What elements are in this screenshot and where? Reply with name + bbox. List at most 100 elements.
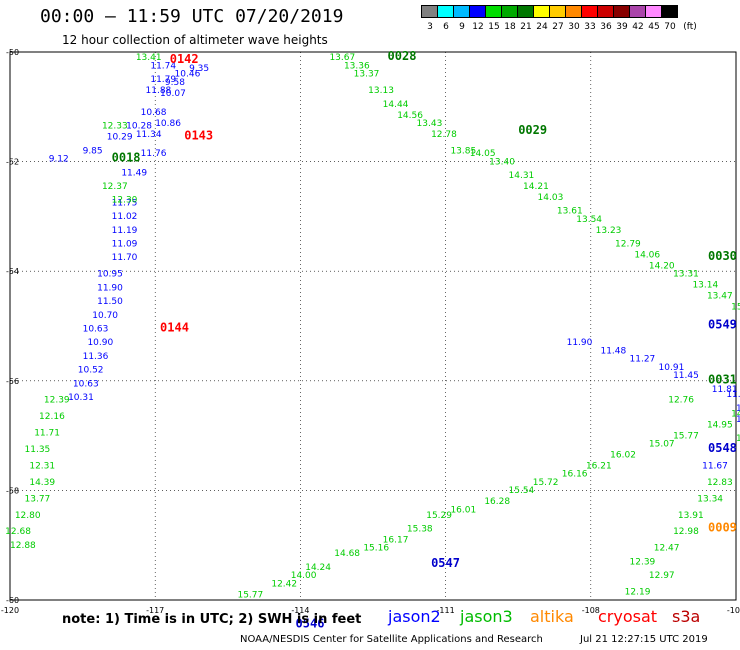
wave-height-point: 10.70 <box>92 311 118 321</box>
wave-height-point: 10.90 <box>87 338 113 348</box>
footnote: note: 1) Time is in UTC; 2) SWH is in fe… <box>62 612 362 627</box>
pass-time-label: 0009 <box>708 521 737 535</box>
scale-label: 45 <box>648 22 660 32</box>
pass-time-label: 0546 <box>296 616 325 630</box>
wave-height-point: 16.17 <box>383 535 409 545</box>
pass-time-label: 0030 <box>708 249 737 263</box>
wave-height-point: 14.24 <box>305 563 331 573</box>
wave-height-point: 16.21 <box>586 461 612 471</box>
pass-time-label: 0031 <box>708 373 737 387</box>
y-tick-label: -52 <box>6 158 19 167</box>
wave-height-point: 15.07 <box>649 440 675 450</box>
wave-height-point: 15.77 <box>673 431 699 441</box>
wave-height-point: 12.42 <box>271 579 297 589</box>
wave-height-point: 13.91 <box>678 511 704 521</box>
wave-height-point: 11.71 <box>34 429 60 439</box>
scale-label: 39 <box>616 22 628 32</box>
scale-label: 18 <box>504 22 516 32</box>
wave-height-point: 12.68 <box>5 527 31 537</box>
wave-height-point: 9.35 <box>189 64 209 74</box>
wave-height-point: 9.85 <box>83 146 103 156</box>
scale-label: 36 <box>600 22 612 32</box>
wave-height-point: 12.33 <box>102 122 128 132</box>
pass-time-label: 0142 <box>170 52 199 66</box>
pass-time-label: 0548 <box>708 441 737 455</box>
y-tick-label: -54 <box>6 267 19 276</box>
wave-height-point: 13.67 <box>329 53 355 63</box>
x-tick-label: -114 <box>291 606 309 615</box>
y-tick-label: -60 <box>6 596 19 605</box>
wave-height-point: 12.47 <box>654 544 680 554</box>
wave-height-point: 11.49 <box>121 168 147 178</box>
wave-height-point: 12.39 <box>630 557 656 567</box>
wave-height-point: 14.44 <box>383 100 409 110</box>
wave-height-point: 14.98 <box>731 409 740 419</box>
wave-height-point: 15.77 <box>237 590 263 600</box>
x-tick-label: -111 <box>437 606 455 615</box>
wave-height-point: 12.97 <box>649 571 675 581</box>
wave-height-point: 11.88 <box>146 86 172 96</box>
y-tick-label: -58 <box>6 486 19 495</box>
wave-height-point: 11.81 <box>712 385 738 395</box>
wave-height-point: 11.75 <box>112 198 138 208</box>
wave-height-point: 11.34 <box>136 130 162 140</box>
pass-time-label: 0547 <box>431 556 460 570</box>
wave-height-point: 12.83 <box>707 478 733 488</box>
wave-height-point: 16.02 <box>610 451 636 461</box>
wave-height-point: 10.63 <box>73 379 99 389</box>
scale-swatch <box>661 5 678 18</box>
wave-height-point: 13.47 <box>707 292 733 302</box>
wave-height-point: 12.19 <box>625 588 651 598</box>
wave-height-point: 11.65 <box>726 390 740 400</box>
scale-label: 27 <box>552 22 564 32</box>
wave-height-point: 12.37 <box>102 182 128 192</box>
wave-height-point: 10.63 <box>83 324 109 334</box>
wave-height-point: 10.95 <box>97 270 123 280</box>
wave-height-point: 14.05 <box>470 149 496 159</box>
wave-height-point: 14.31 <box>509 171 535 181</box>
wave-height-point: 14.06 <box>634 251 660 261</box>
wave-height-point: 13.54 <box>576 215 602 225</box>
wave-height-point: 12.88 <box>10 541 36 551</box>
y-tick-label: -56 <box>6 377 19 386</box>
wave-height-point: 12.98 <box>673 527 699 537</box>
legend-s3a: s3a <box>672 607 701 626</box>
scale-label: 42 <box>632 22 644 32</box>
color-scale <box>421 5 678 18</box>
wave-height-point: 15.29 <box>426 511 452 521</box>
wave-height-point: 15.72 <box>533 478 559 488</box>
wave-height-point: 10.29 <box>107 133 133 143</box>
x-tick-label: -108 <box>582 606 600 615</box>
wave-height-point: 11.27 <box>630 355 656 365</box>
scale-label: 15 <box>488 22 500 32</box>
wave-height-point: 11.19 <box>112 226 138 236</box>
wave-height-point: 11.74 <box>150 61 176 71</box>
wave-height-point: 15.54 <box>509 486 535 496</box>
wave-height-point: 13.34 <box>697 494 723 504</box>
wave-height-point: 14.20 <box>649 261 675 271</box>
wave-height-point: 12.08 <box>736 434 740 444</box>
pass-time-label: 0018 <box>112 151 141 165</box>
wave-height-point: 10.68 <box>141 108 167 118</box>
wave-height-point: 13.40 <box>489 157 515 167</box>
wave-height-point: 9.58 <box>165 78 185 88</box>
x-tick-label: -117 <box>146 606 164 615</box>
wave-height-point: 14.68 <box>334 549 360 559</box>
wave-height-point: 12.39 <box>44 396 70 406</box>
wave-height-point: 9.12 <box>49 155 69 165</box>
legend-cryosat: cryosat <box>598 607 658 626</box>
wave-height-point: 12.80 <box>15 511 41 521</box>
wave-height-point: 10.91 <box>659 363 685 373</box>
wave-height-point: 11.50 <box>97 297 123 307</box>
wave-height-point: 10.28 <box>126 122 152 132</box>
wave-height-point: 11.76 <box>141 149 167 159</box>
scale-label: 70 <box>664 22 676 32</box>
wave-height-point: 11.48 <box>600 346 626 356</box>
pass-time-label: 0029 <box>518 123 547 137</box>
wave-height-point: 11.79 <box>150 75 176 85</box>
wave-height-point: 15.16 <box>363 544 389 554</box>
wave-height-point: 11.45 <box>673 371 699 381</box>
wave-height-point: 13.13 <box>368 86 394 96</box>
legend-altika: altika <box>530 607 574 626</box>
